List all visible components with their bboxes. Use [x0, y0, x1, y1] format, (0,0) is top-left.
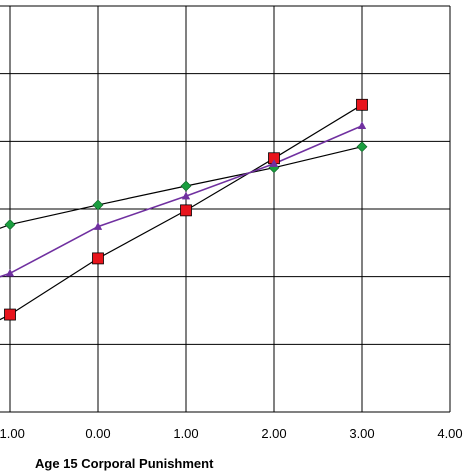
x-tick-label: 2.00 — [261, 426, 286, 441]
triangle-marker — [93, 222, 103, 230]
x-tick-label: -1.00 — [0, 426, 25, 441]
x-tick-label: 0.00 — [85, 426, 110, 441]
series-line-triangle — [0, 125, 363, 278]
triangle-marker — [181, 191, 191, 200]
diamond-marker — [180, 180, 192, 192]
square-marker — [180, 204, 192, 217]
x-tick-label: 1.00 — [173, 426, 198, 441]
series-markers — [4, 98, 368, 321]
series-lines — [0, 104, 363, 321]
x-tick-label: 4.00 — [437, 426, 462, 441]
square-marker — [4, 308, 16, 321]
x-tick-label: 3.00 — [349, 426, 374, 441]
diamond-marker — [356, 141, 368, 153]
square-marker — [92, 252, 104, 265]
gridlines — [0, 5, 451, 413]
diamond-marker — [92, 199, 104, 211]
diamond-marker — [4, 219, 16, 230]
series-line-diamond — [0, 146, 363, 229]
triangle-marker — [269, 159, 279, 167]
triangle-marker — [357, 121, 367, 130]
square-marker — [356, 98, 368, 111]
triangle-marker — [5, 268, 15, 277]
x-axis-title: Age 15 Corporal Punishment — [35, 456, 214, 471]
x-tick-labels: -2.00-1.000.001.002.003.004.00 — [0, 426, 463, 441]
series-line-square — [0, 104, 363, 321]
